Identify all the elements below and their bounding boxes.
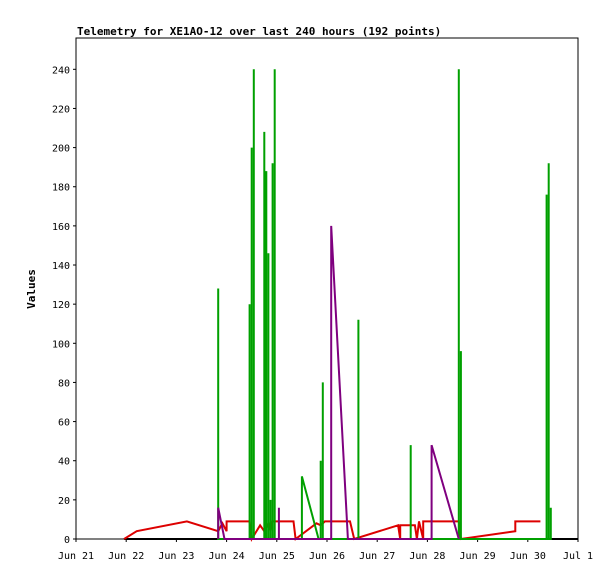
x-tick-label: Jun 25 — [259, 551, 295, 562]
y-tick-label: 40 — [58, 457, 70, 468]
y-tick-label: 180 — [52, 183, 70, 194]
y-tick-label: 140 — [52, 261, 70, 272]
series-layer — [123, 69, 578, 542]
series-line-2 — [123, 520, 541, 542]
y-axis-label: Values — [25, 269, 38, 309]
y-tick-label: 220 — [52, 104, 70, 115]
x-tick-label: Jun 28 — [409, 551, 445, 562]
y-tick-label: 120 — [52, 300, 70, 311]
series-line-4 — [217, 225, 460, 540]
y-tick-label: 80 — [58, 378, 70, 389]
x-tick-label: Jun 24 — [209, 551, 245, 562]
y-tick-label: 20 — [58, 496, 70, 507]
x-tick-label: Jun 27 — [359, 551, 395, 562]
y-tick-label: 0 — [64, 535, 70, 546]
y-tick-label: 160 — [52, 222, 70, 233]
x-tick-label: Jun 23 — [158, 551, 194, 562]
plot-area — [75, 37, 579, 540]
y-tick-label: 60 — [58, 418, 70, 429]
y-tick-label: 200 — [52, 144, 70, 155]
x-tick-label: Jun 29 — [460, 551, 496, 562]
x-tick-label: Jul 1 — [563, 551, 593, 562]
chart-title: Telemetry for XE1AO-12 over last 240 hou… — [77, 25, 441, 38]
x-tick-label: Jun 26 — [309, 551, 345, 562]
x-tick-label: Jun 30 — [510, 551, 546, 562]
y-tick-label: 240 — [52, 65, 70, 76]
y-tick-label: 100 — [52, 339, 70, 350]
x-tick-label: Jun 21 — [58, 551, 94, 562]
x-tick-label: Jun 22 — [108, 551, 144, 562]
